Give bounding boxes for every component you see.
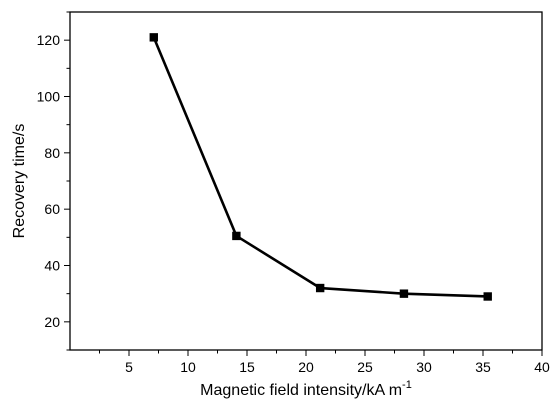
y-axis-label: Recovery time/s (11, 124, 28, 239)
x-tick-label: 5 (125, 359, 133, 375)
x-tick-label: 25 (357, 359, 373, 375)
y-tick-label: 100 (37, 89, 61, 105)
plot-frame (69, 11, 543, 351)
data-point (232, 231, 241, 241)
x-tick-label: 10 (180, 359, 196, 375)
data-point (149, 33, 158, 42)
x-axis-label-superscript: -1 (402, 379, 412, 391)
series-line (152, 36, 488, 298)
y-tick-label: 20 (44, 314, 60, 330)
data-point (315, 283, 325, 293)
x-tick-label: 35 (475, 359, 491, 375)
y-tick-label: 40 (44, 258, 60, 274)
data-point (399, 289, 409, 298)
x-axis-label: Magnetic field intensity/kA m-1 (200, 379, 412, 399)
series-layer (149, 33, 492, 301)
x-tick-label: 40 (534, 359, 550, 375)
y-tick-label: 60 (44, 201, 60, 217)
x-tick-label: 15 (239, 359, 255, 375)
ticks-layer: 5 10 15 20 25 30 35 40 20 40 60 80 100 120 (37, 11, 550, 375)
y-tick-label: 80 (44, 145, 60, 161)
data-point (483, 292, 492, 301)
x-tick-label: 20 (298, 359, 314, 375)
y-tick-label: 120 (37, 32, 61, 48)
x-tick-label: 30 (416, 359, 432, 375)
